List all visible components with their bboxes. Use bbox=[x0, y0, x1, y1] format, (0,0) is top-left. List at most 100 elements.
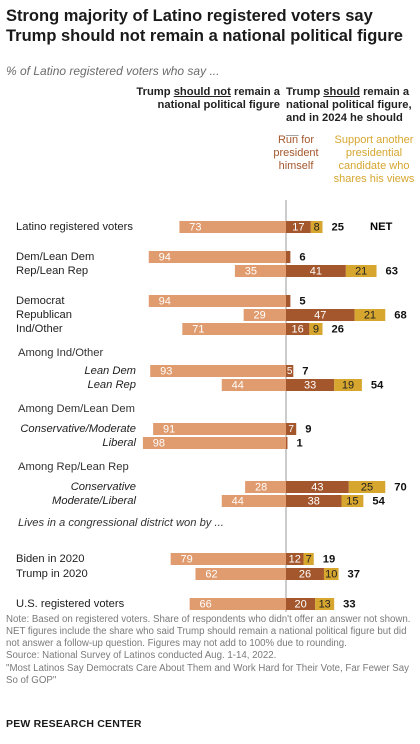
header-should-remain-pre: Trump bbox=[286, 86, 324, 98]
row-label: Conservative bbox=[71, 481, 136, 493]
bar-not-remain bbox=[195, 568, 286, 580]
row-label: Rep/Lean Rep bbox=[16, 265, 88, 277]
label-not-remain: 94 bbox=[159, 251, 171, 263]
label-net: 70 bbox=[394, 481, 406, 493]
source-text: Source: National Survey of Latinos condu… bbox=[6, 650, 277, 662]
header-should-remain-emph: should bbox=[323, 86, 360, 98]
label-support-another: 21 bbox=[355, 265, 367, 277]
bar-not-remain bbox=[221, 495, 286, 507]
bar-support-another bbox=[348, 481, 386, 493]
row-label: Dem/Lean Dem bbox=[16, 251, 94, 263]
bar-run-himself bbox=[286, 495, 342, 507]
row-label: Republican bbox=[16, 309, 72, 321]
label-net: 63 bbox=[386, 265, 398, 277]
bar-support-another bbox=[315, 598, 335, 610]
bar-not-remain bbox=[179, 221, 286, 233]
bar-run-himself bbox=[286, 295, 291, 307]
label-support-another: 8 bbox=[314, 221, 320, 233]
label-net: 25 bbox=[332, 221, 344, 233]
header-should-remain-post: remain a national political figure, and … bbox=[286, 86, 412, 137]
label-not-remain: 66 bbox=[200, 598, 212, 610]
label-net: 9 bbox=[305, 423, 311, 435]
label-net: 5 bbox=[299, 295, 305, 307]
row-label: Latino registered voters bbox=[16, 221, 133, 233]
label-not-remain: 94 bbox=[159, 295, 171, 307]
header-not-remain-pre: Trump bbox=[136, 86, 174, 98]
bar-run-himself bbox=[286, 481, 349, 493]
header-not-remain-post: remain a national political figure bbox=[157, 86, 280, 111]
header-not-remain: Trump should not remain a national polit… bbox=[100, 86, 280, 112]
bar-support-another bbox=[334, 379, 362, 391]
label-run-himself: 17 bbox=[292, 221, 304, 233]
bar-not-remain bbox=[150, 365, 286, 377]
label-net: 54 bbox=[372, 495, 385, 507]
report-title: "Most Latinos Say Democrats Care About T… bbox=[6, 663, 409, 686]
chart-subtitle: % of Latino registered voters who say ..… bbox=[6, 64, 220, 78]
label-run-himself: 12 bbox=[289, 553, 301, 565]
label-not-remain: 44 bbox=[232, 495, 244, 507]
label-run-himself: 43 bbox=[311, 481, 323, 493]
group-label: Among Rep/Lean Rep bbox=[18, 461, 129, 473]
bar-run-himself bbox=[286, 323, 310, 335]
bar-support-another bbox=[309, 323, 323, 335]
bar-not-remain bbox=[148, 295, 286, 307]
bar-run-himself bbox=[286, 221, 311, 233]
header-support-another: Support another presidential candidate w… bbox=[333, 134, 415, 185]
label-net: 6 bbox=[299, 251, 305, 263]
row-label: Lean Rep bbox=[87, 379, 136, 391]
label-net: 19 bbox=[323, 553, 335, 565]
bar-not-remain bbox=[182, 323, 286, 335]
label-not-remain: 44 bbox=[232, 379, 244, 391]
row-label: Lean Dem bbox=[84, 365, 136, 377]
row-label: Conservative/Moderate bbox=[20, 423, 136, 435]
label-net: 68 bbox=[394, 309, 406, 321]
label-support-another: 9 bbox=[313, 323, 319, 335]
label-support-another: 10 bbox=[325, 568, 337, 580]
bar-run-himself bbox=[286, 379, 335, 391]
label-support-another: 21 bbox=[364, 309, 376, 321]
row-label: Moderate/Liberal bbox=[52, 495, 136, 507]
header-not-remain-emph: should not bbox=[173, 86, 231, 98]
label-not-remain: 73 bbox=[189, 221, 201, 233]
label-support-another: 7 bbox=[306, 553, 312, 565]
label-support-another: 19 bbox=[342, 379, 354, 391]
label-net: 37 bbox=[348, 568, 360, 580]
net-header: NET bbox=[370, 221, 393, 233]
header-should-remain: Trump should remain a national political… bbox=[286, 86, 416, 138]
bar-support-another bbox=[345, 265, 377, 277]
bar-run-himself bbox=[286, 423, 297, 435]
label-not-remain: 79 bbox=[181, 553, 193, 565]
bar-not-remain bbox=[189, 598, 286, 610]
group-label: Among Ind/Other bbox=[18, 347, 103, 359]
chart-title: Strong majority of Latino registered vot… bbox=[6, 7, 403, 45]
label-not-remain: 98 bbox=[153, 437, 165, 449]
bar-not-remain bbox=[142, 437, 286, 449]
label-run-himself: 26 bbox=[299, 568, 311, 580]
label-run-himself: 5 bbox=[287, 366, 293, 377]
bar-run-himself bbox=[286, 553, 304, 565]
label-net: 54 bbox=[371, 379, 384, 391]
notes-block: Note: Based on registered voters. Share … bbox=[6, 614, 416, 688]
bar-support-another bbox=[323, 568, 339, 580]
label-run-himself: 47 bbox=[314, 309, 326, 321]
label-not-remain: 28 bbox=[255, 481, 267, 493]
label-not-remain: 62 bbox=[205, 568, 217, 580]
bar-not-remain bbox=[170, 553, 286, 565]
label-support-another: 25 bbox=[361, 481, 373, 493]
header-run-himself: Run for president himself bbox=[273, 134, 319, 172]
group-label: Lives in a congressional district won by… bbox=[18, 517, 224, 529]
label-run-himself: 33 bbox=[304, 379, 316, 391]
bar-run-himself bbox=[286, 251, 291, 263]
label-not-remain: 35 bbox=[245, 265, 257, 277]
row-label: Democrat bbox=[16, 295, 65, 307]
label-net: 7 bbox=[302, 365, 308, 377]
row-label: Ind/Other bbox=[16, 323, 63, 335]
bar-run-himself bbox=[286, 598, 316, 610]
bar-not-remain bbox=[245, 481, 286, 493]
bar-not-remain bbox=[243, 309, 286, 321]
bar-support-another bbox=[354, 309, 386, 321]
label-not-remain: 71 bbox=[192, 323, 204, 335]
label-support-another: 15 bbox=[346, 495, 358, 507]
label-net: 33 bbox=[343, 598, 355, 610]
group-label: Among Dem/Lean Dem bbox=[18, 403, 135, 415]
